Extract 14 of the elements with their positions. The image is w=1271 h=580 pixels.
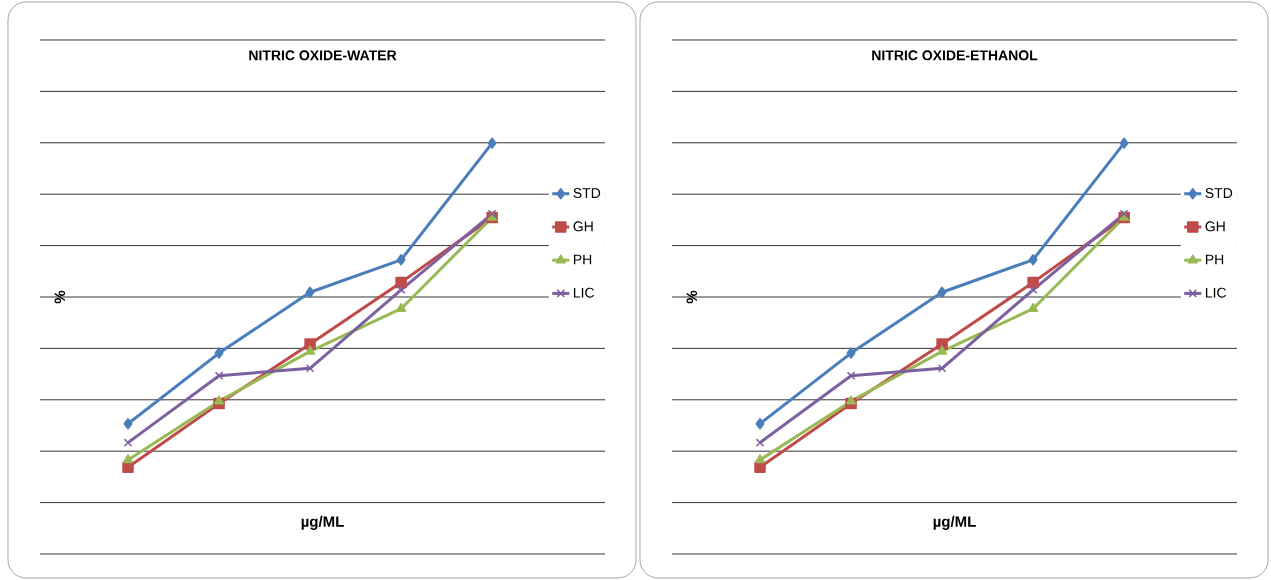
chart-title: NITRIC OXIDE-ETHANOL bbox=[872, 50, 1038, 61]
legend-label: STD bbox=[573, 188, 601, 199]
chart-title: NITRIC OXIDE-WATER bbox=[249, 50, 397, 61]
x-axis-title: µg/ML bbox=[301, 515, 344, 530]
legend-label: GH bbox=[1205, 221, 1225, 232]
y-axis-title: % bbox=[686, 290, 698, 304]
legend-label: PH bbox=[1205, 254, 1224, 265]
legend-label: STD bbox=[1205, 188, 1233, 199]
y-axis-title: % bbox=[54, 290, 66, 304]
legend-label: LIC bbox=[1205, 287, 1227, 298]
legend-label: GH bbox=[573, 221, 593, 232]
legend-label: LIC bbox=[573, 287, 595, 298]
legend-label: PH bbox=[573, 254, 592, 265]
x-axis-title: µg/ML bbox=[933, 515, 976, 530]
